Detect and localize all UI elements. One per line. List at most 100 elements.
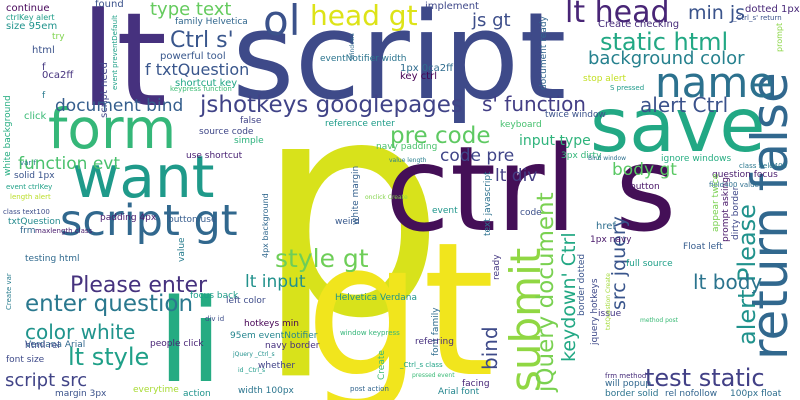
word-save: save (590, 81, 766, 169)
word-script-need: script need (99, 61, 110, 118)
word-event-preventdefault: event preventDefault (111, 15, 119, 90)
word-post-action: post action (350, 385, 389, 393)
word-create-var: Create var (5, 273, 13, 310)
word-lt-style: lt style (68, 343, 150, 371)
word-body-gt: body gt (612, 160, 677, 180)
word-maxlength-class: maxlength class (35, 227, 93, 235)
word-margin-3px: margin 3px (55, 389, 107, 399)
word-code: code (520, 208, 542, 218)
word-verdana-arial: Verdana Arial (25, 340, 86, 350)
word-method-post: method post (640, 317, 679, 324)
word-class-field400: class field400 (739, 162, 788, 170)
word-value-length: value length (389, 157, 427, 164)
word-windows: Windows (349, 33, 356, 60)
word-float-left: Float left (683, 242, 723, 252)
word-div-id: div id (205, 315, 225, 323)
word-ignore-windows: ignore windows (661, 154, 732, 164)
word-dirty-border: dirty border (731, 186, 741, 240)
word-keypress-function: keypress function (170, 85, 232, 93)
word-event-ctrlkey: event ctrlKey (6, 183, 53, 191)
word-implement: implement (425, 1, 479, 12)
word-solid-1px: solid 1px (14, 171, 55, 181)
word-keyboard: keyboard (500, 120, 542, 130)
word-border-solid: border solid (605, 389, 659, 399)
word-frm-method: frm method (605, 372, 647, 380)
word-prompt-asking: prompt asking (721, 177, 731, 242)
word-type-text: type text (150, 0, 232, 20)
word-everytime: everytime (133, 385, 179, 395)
word-enter-question: enter question (25, 291, 194, 317)
word-3px-dirty: 3px dirty (561, 151, 602, 161)
word-want: want (72, 143, 215, 211)
word-frm: frm (20, 226, 36, 236)
word-question-focus: question focus (712, 170, 778, 180)
word-lt-div: lt div (495, 166, 538, 186)
word-continue: continue (6, 3, 50, 14)
word-js-gt: js gt (472, 10, 511, 31)
word-gt: gt (305, 202, 495, 400)
word-testing-html: testing html (25, 254, 80, 264)
word-size-95em: size 95em (6, 21, 58, 32)
word-color-white: color white (25, 320, 136, 344)
word-focus-back: focus back (190, 291, 239, 301)
word-head-gt: head gt (310, 0, 418, 32)
word-white-background: white background (3, 95, 13, 176)
word-font-size: font size (6, 355, 45, 365)
word-full-source: full source (626, 259, 673, 269)
word-var-f: var f (20, 159, 36, 167)
word-onclick-create: onclick Create (365, 194, 408, 201)
word-name: name (655, 58, 775, 107)
word-please-enter: Please enter (70, 273, 208, 298)
word-arial-font: Arial font (438, 387, 480, 397)
word-people-click: people click (150, 339, 204, 349)
word-pre-code: pre code (390, 123, 491, 149)
word-hotkeys-min: hotkeys min (244, 319, 300, 329)
word-jshotkeys-googlepages: jshotkeys googlepages (200, 92, 463, 118)
word-function-evt: function evt (18, 154, 121, 174)
word-test-static: test static (645, 364, 765, 392)
word-left-color: left color (226, 296, 266, 306)
word-bind: bind (478, 326, 502, 370)
word-stop-alert: stop alert (583, 74, 627, 84)
word-background-color: background color (588, 48, 745, 69)
word-width-100px: width 100px (238, 386, 294, 396)
word-bind-window: Bind window (588, 155, 627, 162)
word-reference-enter: reference enter (325, 119, 395, 129)
word-s-function: s' function (482, 92, 586, 116)
word-f-1: f (42, 62, 46, 73)
word-f-txtquestion: f txtQuestion (145, 60, 250, 79)
word-eventnotifier-width: eventNotifier width (320, 54, 407, 64)
word-script: script (232, 0, 567, 127)
word-95em-eventnotifier: 95em eventNotifier (230, 331, 318, 341)
word-alert-ctrl: alert Ctrl (640, 93, 729, 117)
word-false: false (240, 116, 262, 126)
word-referring: referring (415, 337, 454, 347)
word-create-checking: Create checking (598, 19, 680, 30)
word-facing: facing (462, 379, 490, 389)
word-lt-input: lt input (245, 272, 306, 292)
word-4px-background: 4px background (261, 193, 270, 258)
word-prompt-1: prompt (775, 22, 784, 52)
word-jquery-document: jQuery document (533, 192, 559, 392)
word-action: action (183, 389, 211, 399)
word-will-popup: will popup (605, 379, 652, 389)
word-form: form (48, 97, 177, 161)
word-ctrlkey-alert: ctrlKey alert (6, 13, 55, 22)
word-key-ctrl: key ctrl (400, 71, 437, 82)
word-ctrl-s-quote: Ctrl s' (170, 28, 234, 53)
word-document-ready: document ready (539, 16, 549, 90)
word-document-bind: document bind (55, 96, 184, 116)
word-font-family: font family (431, 307, 441, 356)
word-length-alert: length alert (10, 193, 51, 201)
word-value: value (177, 237, 187, 262)
word-static-html: static html (600, 28, 729, 56)
word-class-text100: class text100 (3, 208, 50, 216)
word-id-ctrl-s: id _Ctrl_s (238, 367, 266, 374)
word-whether: whether (258, 361, 296, 371)
word-text-javascript: text javascript (483, 171, 493, 236)
word-p: p (255, 35, 446, 384)
word-script-src: script src (5, 370, 88, 391)
word-issue: issue (598, 309, 622, 319)
word-li: li (158, 275, 222, 400)
